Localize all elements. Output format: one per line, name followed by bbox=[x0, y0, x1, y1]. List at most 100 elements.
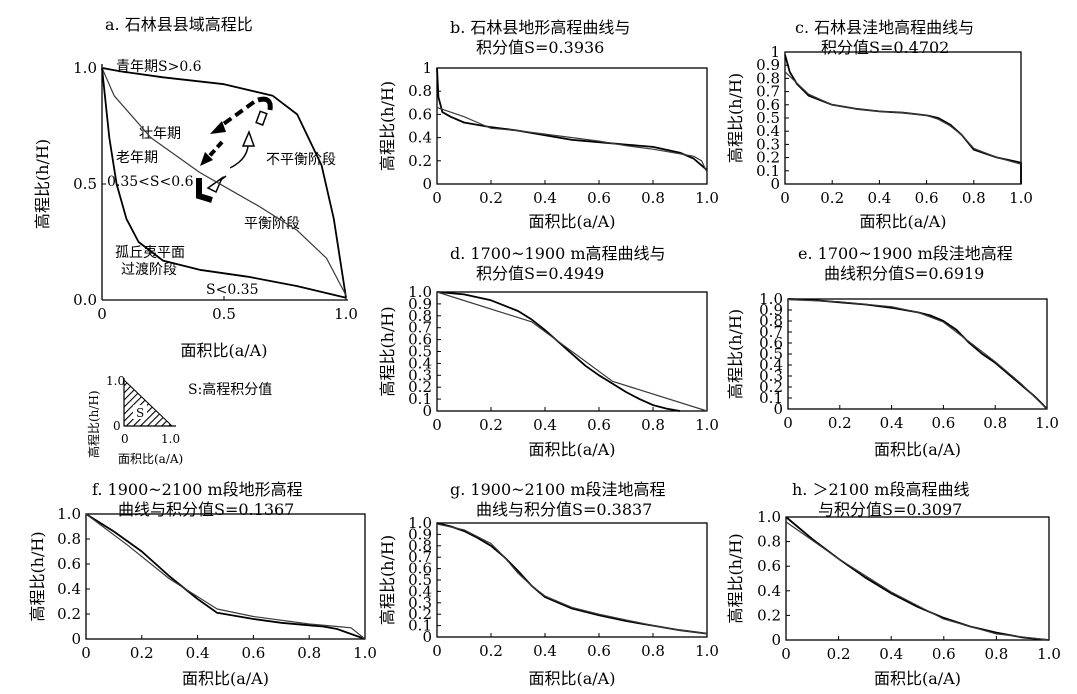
y-axis-label: 高程比(h/H) bbox=[726, 533, 745, 623]
y-tick-label: 0 bbox=[770, 175, 780, 193]
inset-x-axis-label: 面积比(a/A) bbox=[118, 452, 183, 466]
y-tick-label: 0.2 bbox=[757, 606, 781, 624]
y-tick-label: 0.9 bbox=[408, 525, 432, 543]
inset-legend: S 1.0 0 0 1.0 面积比(a/A) 高程比(h/H) S:高程积分值 bbox=[86, 374, 272, 466]
y-axis-label: 高程比(h/H) bbox=[28, 531, 47, 621]
label-monadnock: 孤丘夷平面 bbox=[115, 245, 185, 261]
x-tick-label: 0.2 bbox=[479, 416, 503, 434]
arrow-bottom-bend bbox=[196, 178, 213, 203]
y-tick-label: 0.9 bbox=[759, 301, 783, 319]
panel-title-line: d. 1700~1900 m高程曲线与 bbox=[450, 244, 666, 263]
inset-legend-text: S:高程积分值 bbox=[188, 381, 272, 398]
x-tick-label: 0.2 bbox=[130, 644, 154, 662]
panel-g: 00.10.20.30.40.50.60.70.80.91.00 0.2 0.4 0.… bbox=[378, 480, 719, 688]
y-tick-label: 1.0 bbox=[73, 59, 97, 77]
y-tick-label: 0.2 bbox=[57, 605, 81, 623]
x-tick-label: 0.4 bbox=[880, 414, 904, 432]
y-tick-label: 0.4 bbox=[757, 582, 781, 600]
y-tick-label: 0.5 bbox=[73, 175, 97, 193]
x-axis-label: 面积比(a/A) bbox=[874, 440, 961, 459]
y-tick-label: 0.8 bbox=[57, 530, 81, 548]
x-tick-label: 0 bbox=[432, 416, 442, 434]
inset-integral-area bbox=[123, 378, 174, 427]
series-line-2 bbox=[436, 523, 708, 635]
x-tick-label: 0.4 bbox=[533, 189, 557, 207]
panel-title-line: e. 1700~1900 m段洼地高程 bbox=[798, 244, 1013, 263]
label-range-mid: 0.35<S<0.6 bbox=[107, 174, 194, 190]
x-tick-label: 0.2 bbox=[479, 189, 503, 207]
x-tick-label: 0.6 bbox=[587, 189, 611, 207]
series-line-1 bbox=[436, 522, 708, 635]
y-tick-label: 0.4 bbox=[408, 129, 432, 147]
y-axis-label: 高程比(h/H) bbox=[378, 81, 397, 171]
y-tick-label: 1.0 bbox=[57, 505, 81, 523]
panel-title-line: 曲线积分值S=0.6919 bbox=[824, 264, 984, 283]
series-line-2 bbox=[436, 106, 708, 173]
y-tick-label: 0.8 bbox=[757, 533, 781, 551]
label-mature: 壮年期 bbox=[139, 126, 181, 142]
x-tick-label: 0 bbox=[81, 644, 91, 662]
x-axis-label: 面积比(a/A) bbox=[874, 669, 961, 688]
x-tick-label: 1.0 bbox=[695, 642, 719, 660]
y-tick-label: 0.1 bbox=[759, 389, 783, 407]
x-tick-label: 0 bbox=[781, 645, 791, 663]
x-tick-label: 0.8 bbox=[641, 416, 665, 434]
y-tick-label: 0.4 bbox=[759, 356, 783, 374]
series-line-2 bbox=[784, 71, 1022, 165]
x-tick-label: 0.2 bbox=[479, 642, 503, 660]
y-tick-label: 0.4 bbox=[57, 580, 81, 598]
x-tick-label: 0.4 bbox=[186, 644, 210, 662]
y-tick-label: 0 bbox=[422, 402, 432, 420]
arrow-dashed-1 bbox=[216, 100, 256, 130]
plot-frame bbox=[784, 51, 1022, 185]
x-tick-label: 0.6 bbox=[931, 414, 955, 432]
label-youth: 青年期S>0.6 bbox=[116, 59, 202, 75]
arrow-head-2 bbox=[200, 152, 213, 166]
y-tick-label: 0.6 bbox=[408, 105, 432, 123]
y-tick-label: 0.6 bbox=[408, 560, 432, 578]
x-tick-label: 1.0 bbox=[1009, 189, 1033, 207]
y-tick-label: 0.9 bbox=[408, 295, 432, 313]
x-tick-label: 0.4 bbox=[879, 645, 903, 663]
y-tick-label: 0.1 bbox=[408, 617, 432, 635]
y-tick-label: 0.2 bbox=[759, 378, 783, 396]
y-tick-label: 0.7 bbox=[408, 319, 432, 337]
x-tick-label: 0.2 bbox=[827, 645, 851, 663]
inset-y1-label: 1.0 bbox=[106, 374, 125, 388]
arrow-head-open-1 bbox=[206, 175, 224, 194]
plot-frame bbox=[85, 513, 366, 640]
x-tick-label: 0.6 bbox=[241, 644, 265, 662]
panel-h: 0 0.2 0.4 0.6 0.8 1.0 0 0.2 0.4 0.6 0.8 1.0 h. ＞2100… bbox=[726, 480, 1061, 688]
series-line-2 bbox=[101, 67, 347, 296]
plot-frame bbox=[436, 67, 708, 185]
label-transition: 过渡阶段 bbox=[121, 262, 177, 278]
series-line-1 bbox=[101, 67, 347, 298]
panel-title-line: c. 石林县洼地高程曲线与 bbox=[795, 18, 974, 37]
y-axis-label: 高程比(h/H) bbox=[33, 139, 52, 229]
x-axis-label: 面积比(a/A) bbox=[181, 341, 268, 360]
series-line-1 bbox=[436, 291, 681, 412]
x-tick-label: 0.2 bbox=[828, 414, 852, 432]
y-tick-label: 0.4 bbox=[408, 582, 432, 600]
series-line-1 bbox=[785, 516, 1050, 641]
x-tick-label: 0.6 bbox=[932, 645, 956, 663]
x-tick-label: 0.8 bbox=[984, 645, 1008, 663]
x-tick-label: 0.8 bbox=[641, 189, 665, 207]
y-axis-label: 高程比(h/H) bbox=[378, 535, 397, 625]
y-tick-label: 0 bbox=[773, 400, 783, 418]
y-tick-label: 0.5 bbox=[408, 571, 432, 589]
y-tick-label: 0 bbox=[422, 175, 432, 193]
y-tick-label: 0.8 bbox=[756, 69, 780, 87]
y-tick-label: 1 bbox=[770, 43, 780, 61]
panel-a-annotations: 青年期S>0.6 壮年期 老年期 0.35<S<0.6 不平衡阶段 平衡阶段 孤… bbox=[107, 59, 336, 298]
y-tick-label: 0.2 bbox=[408, 605, 432, 623]
y-tick-label: 0.6 bbox=[408, 331, 432, 349]
y-tick-label: 0 bbox=[71, 630, 81, 648]
x-tick-label: 0.4 bbox=[533, 642, 557, 660]
y-tick-label: 0.5 bbox=[759, 345, 783, 363]
y-tick-label: 1.0 bbox=[408, 514, 432, 532]
x-axis-label: 面积比(a/A) bbox=[182, 669, 269, 688]
arrow-head-open-2 bbox=[241, 129, 256, 147]
x-tick-label: 0 bbox=[432, 642, 442, 660]
